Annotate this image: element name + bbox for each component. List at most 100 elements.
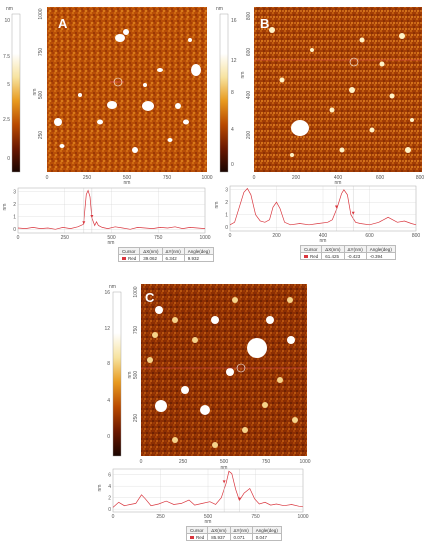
profile-plot-a: 3 2 1 0 nm 0 250 500 750 1000 nm xyxy=(2,187,211,245)
x-tick: 500 xyxy=(123,175,132,181)
table-row: Red 85.937 0.071 0.047 xyxy=(185,533,282,541)
cursor-marker xyxy=(351,211,355,215)
profile-y-tick: 1 xyxy=(225,212,228,218)
afm-panel-a: nm 10 7.5 5 2.5 0 A 1000 750 500 250 nm … xyxy=(3,6,213,185)
afm-particles-c xyxy=(147,297,298,448)
cursor-angle: 0.047 xyxy=(251,533,282,541)
cursor-marker xyxy=(90,215,94,218)
x-tick: 750 xyxy=(163,175,172,181)
cursor-table-b: Cursor ΔX(nm) ΔY(nm) Angle(deg) Red 61.4… xyxy=(299,245,396,260)
table-header: ΔY(nm) xyxy=(229,526,253,534)
profile-y-tick: 0 xyxy=(13,227,16,233)
cursor-dy: 6.342 xyxy=(161,254,185,262)
y-tick: 800 xyxy=(246,12,252,21)
x-unit-c: nm xyxy=(221,465,228,470)
afm-panel-c: nm 16 12 8 4 0 C 1000 750 500 250 nm 0 2… xyxy=(104,284,311,470)
cursor-dx: 39.062 xyxy=(139,254,163,262)
afm-image-b xyxy=(254,7,422,172)
cursor-dy: 0.071 xyxy=(229,533,253,541)
y-tick: 250 xyxy=(133,414,139,423)
y-tick: 200 xyxy=(246,131,252,140)
x-tick: 250 xyxy=(179,459,188,465)
profile-grid-b xyxy=(229,186,417,231)
table-header: ΔY(nm) xyxy=(343,245,367,253)
colorbar-tick: 8 xyxy=(107,361,110,367)
colorbar-tick: 16 xyxy=(104,290,110,296)
red-cursor-swatch xyxy=(122,256,126,260)
colorbar-tick: 12 xyxy=(231,58,237,64)
colorbar-ticks-a: 10 7.5 5 2.5 0 xyxy=(3,18,10,162)
table-header: ΔY(nm) xyxy=(161,247,185,255)
cursor-table-a: Cursor ΔX(nm) ΔY(nm) Angle(deg) Red 39.0… xyxy=(117,247,214,262)
profile-y-ticks-a: 3 2 1 0 xyxy=(13,189,16,233)
profile-y-tick: 0 xyxy=(108,507,111,513)
profile-cursor-b xyxy=(349,57,359,67)
cursor-dx: 85.937 xyxy=(207,533,231,541)
y-tick: 400 xyxy=(246,91,252,100)
x-tick: 0 xyxy=(46,175,49,181)
profile-x-tick: 250 xyxy=(156,514,165,520)
cursor-marker xyxy=(334,205,338,209)
y-tick: 750 xyxy=(38,48,44,57)
profile-y-ticks-c: 6 4 2 0 xyxy=(108,472,111,512)
x-tick: 1000 xyxy=(299,459,310,465)
profile-y-ticks-b: 3 2 1 0 xyxy=(225,187,228,231)
profile-trace-c xyxy=(112,470,304,508)
y-tick: 250 xyxy=(38,131,44,140)
cursor-marker xyxy=(222,480,226,484)
cursor-dx: 61.425 xyxy=(321,252,345,260)
y-tick: 1000 xyxy=(38,8,44,19)
cursor-name: Red xyxy=(128,255,137,261)
table-row: Red 39.062 6.342 9.932 xyxy=(117,254,214,262)
colorbar-a xyxy=(11,13,21,173)
x-unit-b: nm xyxy=(335,180,342,185)
colorbar-tick: 4 xyxy=(107,398,110,404)
profile-x-tick: 0 xyxy=(112,514,115,520)
colorbar-unit-b: nm xyxy=(216,6,223,12)
x-tick: 1000 xyxy=(201,175,212,181)
x-tick: 0 xyxy=(253,175,256,181)
colorbar-ticks-c: 16 12 8 4 0 xyxy=(104,290,110,440)
profile-x-tick: 800 xyxy=(412,233,421,239)
profile-grid-c xyxy=(112,469,304,512)
profile-x-tick: 0 xyxy=(17,235,20,241)
colorbar-ticks-b: 16 12 8 4 0 xyxy=(231,18,237,168)
afm-particles-b xyxy=(269,27,414,157)
cursor-angle: 9.932 xyxy=(183,254,214,262)
colorbar-tick: 7.5 xyxy=(3,54,10,60)
table-header: Cursor xyxy=(299,245,323,253)
cursor-dy: -0.423 xyxy=(343,252,367,260)
x-tick: 200 xyxy=(292,175,301,181)
profile-x-tick: 750 xyxy=(251,514,260,520)
y-unit-c: nm xyxy=(127,372,133,379)
profile-x-unit-b: nm xyxy=(320,238,327,243)
y-tick: 600 xyxy=(246,48,252,57)
colorbar-tick: 2.5 xyxy=(3,117,10,123)
profile-y-tick: 4 xyxy=(108,484,111,490)
profile-x-unit-c: nm xyxy=(205,519,212,524)
colorbar-tick: 0 xyxy=(107,434,110,440)
profile-cursor-a xyxy=(113,77,123,87)
profile-x-tick: 200 xyxy=(272,233,281,239)
profile-y-tick: 2 xyxy=(13,202,16,208)
x-tick: 400 xyxy=(334,175,343,181)
colorbar-tick: 16 xyxy=(231,18,237,24)
y-ticks-c: 1000 750 500 250 xyxy=(133,286,139,422)
table-header: Angle(deg) xyxy=(251,526,282,534)
x-tick: 250 xyxy=(83,175,92,181)
profile-trace-a xyxy=(17,189,206,230)
afm-panel-b: nm 16 12 8 4 0 B 800 600 400 200 nm 0 20… xyxy=(216,6,424,185)
x-tick: 500 xyxy=(220,459,229,465)
cursor-marker xyxy=(82,221,86,225)
profile-grid-a xyxy=(17,188,206,233)
profile-y-unit-b: nm xyxy=(214,202,220,209)
table-header: Cursor xyxy=(117,247,141,255)
y-tick: 750 xyxy=(133,326,139,335)
colorbar-unit-c: nm xyxy=(109,284,116,290)
profile-cursor-c xyxy=(236,363,246,373)
afm-image-c xyxy=(141,284,307,456)
x-unit-a: nm xyxy=(124,180,131,185)
y-tick: 1000 xyxy=(133,286,139,297)
colorbar-tick: 0 xyxy=(7,156,10,162)
y-unit-a: nm xyxy=(32,89,38,96)
